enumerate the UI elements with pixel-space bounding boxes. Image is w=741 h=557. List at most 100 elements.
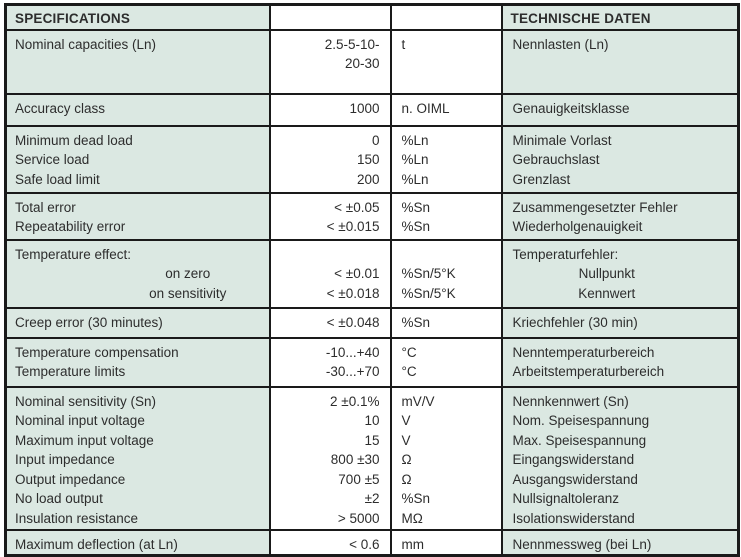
spec-line: Maximum deflection (at Ln): [15, 536, 178, 552]
table-row: Nominal capacities (Ln) 2.5-5-10- 20-30 t Ne…: [4, 28, 740, 95]
header-unit-cell: [389, 3, 503, 31]
unit-line: MΩ: [401, 511, 423, 527]
value-line: 10: [364, 413, 380, 429]
spec-cell: Temperature effect: on zero on sensitivity: [4, 238, 271, 309]
unit-line: %Sn/5°K: [401, 266, 456, 282]
german-line: Grenzlast: [512, 171, 571, 187]
value-cell: 0 150 200: [268, 124, 392, 194]
value-cell: -10...+40 -30...+70: [268, 336, 392, 388]
spec-line: Safe load limit: [15, 171, 100, 187]
value-line: < ±0.05: [334, 199, 380, 215]
german-line: Nullpunkt: [578, 266, 635, 282]
value-line: 20-30: [344, 56, 380, 72]
spec-line: Repeatability error: [15, 219, 126, 235]
value-cell: < ±0.05 < ±0.015: [268, 191, 392, 241]
unit-cell: %Sn %Sn: [389, 191, 503, 241]
unit-cell: n. OIML: [389, 92, 503, 127]
spec-line: on sensitivity: [149, 285, 227, 301]
table-row: Minimum dead load Service load Safe load l…: [4, 124, 740, 194]
value-line: 700 ±5: [338, 471, 380, 487]
spec-line: on zero: [165, 266, 211, 282]
german-line: Ausgangswiderstand: [512, 471, 638, 487]
value-line: 800 ±30: [330, 452, 380, 468]
value-line: -10...+40: [325, 344, 380, 360]
spec-cell: Accuracy class: [4, 92, 271, 127]
header-value-cell: [268, 3, 392, 31]
value-line: < ±0.018: [326, 285, 380, 301]
german-line: Nennlasten (Ln): [512, 36, 609, 52]
spec-line: Output impedance: [15, 471, 126, 487]
value-line: 2 ±0.1%: [330, 393, 380, 409]
value-cell: < ±0.048: [268, 306, 392, 339]
spec-line: Input impedance: [15, 452, 115, 468]
german-cell: Minimale Vorlast Gebrauchslast Grenzlast: [500, 124, 740, 194]
spec-cell: Minimum dead load Service load Safe load l…: [4, 124, 271, 194]
unit-line: V: [401, 413, 411, 429]
spec-cell: Creep error (30 minutes): [4, 306, 271, 339]
unit-cell: °C °C: [389, 336, 503, 388]
unit-line: n. OIML: [401, 100, 450, 116]
unit-cell: %Sn: [389, 306, 503, 339]
value-line: 1000: [349, 100, 380, 116]
german-cell: Nennkennwert (Sn) Nom. Speisespannung Max.…: [500, 385, 740, 531]
spec-cell: Nominal capacities (Ln): [4, 28, 271, 95]
unit-line: mV/V: [401, 393, 435, 409]
german-cell: Temperaturfehler: Nullpunkt Kennwert: [500, 238, 740, 309]
value-cell: 2.5-5-10- 20-30: [268, 28, 392, 95]
spec-line: Nominal input voltage: [15, 413, 145, 429]
header-technische-daten: TECHNISCHE DATEN: [500, 3, 740, 31]
german-line: Nom. Speisespannung: [512, 413, 650, 429]
german-line: Minimale Vorlast: [512, 132, 612, 148]
german-line: Kriechfehler (30 min): [512, 314, 638, 330]
value-line: 15: [364, 432, 380, 448]
german-line: Nullsignaltoleranz: [512, 491, 620, 507]
spec-line: Temperature limits: [15, 364, 126, 380]
german-cell: Genauigkeitsklasse: [500, 92, 740, 127]
unit-line: %Sn: [401, 491, 431, 507]
german-cell: Nennlasten (Ln): [500, 28, 740, 95]
german-cell: Zusammengesetzter Fehler Wiederholgenauig…: [500, 191, 740, 241]
german-line: Nennmessweg (bei Ln): [512, 536, 652, 552]
german-line: Temperaturfehler:: [512, 246, 619, 262]
value-line: ±2: [364, 491, 380, 507]
unit-cell: %Ln %Ln %Ln: [389, 124, 503, 194]
unit-line: °C: [401, 364, 417, 380]
german-line: Eingangswiderstand: [512, 452, 635, 468]
unit-line: [402, 245, 497, 265]
spec-line: Maximum input voltage: [15, 432, 154, 448]
german-line: Arbeitstemperaturbereich: [512, 364, 665, 380]
unit-cell: t: [389, 28, 503, 95]
header-row: SPECIFICATIONS TECHNISCHE DATEN: [4, 3, 740, 31]
german-line: Gebrauchslast: [512, 152, 600, 168]
spec-line: No load output: [15, 491, 103, 507]
unit-line: Ω: [401, 452, 412, 468]
german-line: Genauigkeitsklasse: [512, 100, 630, 116]
spec-cell: Total error Repeatability error: [4, 191, 271, 241]
value-line: < ±0.048: [326, 314, 380, 330]
unit-line: V: [401, 432, 411, 448]
spec-line: Accuracy class: [15, 100, 106, 116]
unit-line: %Sn: [401, 199, 431, 215]
table-body: Nominal capacities (Ln) 2.5-5-10- 20-30 t Ne…: [4, 28, 740, 557]
spec-line: Temperature effect:: [15, 246, 132, 262]
table-row: Total error Repeatability error < ±0.05 < ±…: [4, 191, 740, 241]
unit-line: %Sn/5°K: [401, 285, 456, 301]
value-line: [275, 245, 380, 265]
value-cell: 2 ±0.1% 10 15 800 ±30 700 ±5 ±2 > 5000: [268, 385, 392, 531]
german-line: Wiederholgenauigkeit: [512, 219, 643, 235]
specifications-table: SPECIFICATIONS TECHNISCHE DATEN Nominal …: [4, 3, 740, 557]
value-line: < ±0.015: [326, 219, 380, 235]
spec-line: Minimum dead load: [15, 132, 133, 148]
value-line: 150: [356, 152, 380, 168]
value-line: 200: [356, 171, 380, 187]
unit-line: %Sn: [401, 219, 431, 235]
table-row: Creep error (30 minutes) < ±0.048 %Sn Kriec…: [4, 306, 740, 339]
value-line: 2.5-5-10-: [324, 36, 380, 52]
table-row: Temperature compensation Temperature limi…: [4, 336, 740, 388]
spec-line: Nominal capacities (Ln): [15, 36, 157, 52]
value-line: -30...+70: [325, 364, 380, 380]
spec-cell: Nominal sensitivity (Sn) Nominal input vo…: [4, 385, 271, 531]
value-line: 0: [371, 132, 380, 148]
unit-line: t: [401, 36, 406, 52]
